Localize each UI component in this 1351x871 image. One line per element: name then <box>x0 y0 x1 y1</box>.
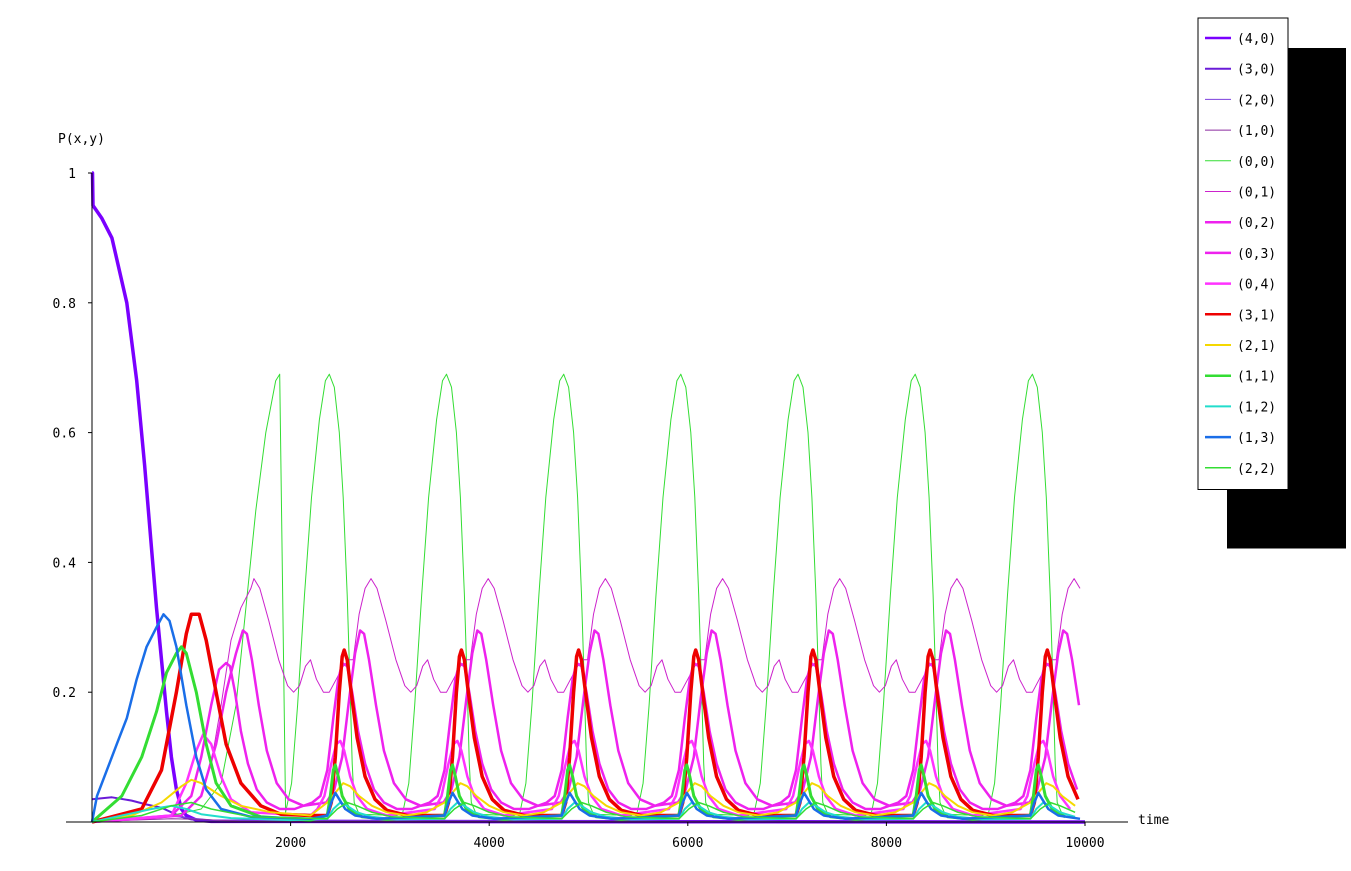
series-line-7 <box>91 629 1081 824</box>
series-line-9 <box>91 612 1080 824</box>
legend-label: (3,0) <box>1237 63 1276 78</box>
legend-label: (0,2) <box>1237 216 1276 231</box>
y-tick-label: 0.4 <box>53 556 77 571</box>
legend-label: (1,2) <box>1237 400 1276 415</box>
legend-label: (0,3) <box>1237 247 1276 262</box>
x-tick-label: 2000 <box>275 836 306 851</box>
legend-label: (1,3) <box>1237 431 1276 446</box>
plot-lines <box>90 171 1086 824</box>
legend-label: (3,1) <box>1237 308 1276 323</box>
legend-label: (0,0) <box>1237 155 1276 170</box>
y-tick-label: 0.2 <box>53 686 76 701</box>
series-line-1 <box>91 796 1086 823</box>
legend-label: (0,4) <box>1237 278 1276 293</box>
y-axis-title: P(x,y) <box>58 132 105 147</box>
series-line-10 <box>91 778 1076 823</box>
legend-label: (1,0) <box>1237 124 1276 139</box>
legend-label: (2,0) <box>1237 93 1276 108</box>
x-tick-label: 6000 <box>672 836 703 851</box>
series-line-0 <box>90 171 1086 824</box>
legend-label: (2,2) <box>1237 462 1276 477</box>
y-tick-label: 0.8 <box>53 297 76 312</box>
axes: 2000 4000 6000 8000 10000 0.2 0.4 0.6 0.8 1 <box>53 167 1128 851</box>
legend-label: (1,1) <box>1237 370 1276 385</box>
legend-label: (2,1) <box>1237 339 1276 354</box>
y-tick-label: 1 <box>68 167 76 182</box>
legend-label: (0,1) <box>1237 186 1276 201</box>
x-tick-label: 10000 <box>1065 836 1104 851</box>
series-line-4 <box>91 373 1063 823</box>
y-tick-label: 0.6 <box>53 427 76 442</box>
x-tick-label: 8000 <box>871 836 902 851</box>
x-tick-label: 4000 <box>474 836 505 851</box>
x-axis-title: time <box>1138 813 1169 828</box>
series-line-14 <box>91 801 1076 823</box>
series-line-13 <box>90 613 1081 823</box>
legend: (4,0) (3,0) (2,0) (1,0) (0,0) (0,1) (0,2) (0,3)… <box>1197 17 1346 549</box>
legend-label: (4,0) <box>1237 32 1276 47</box>
